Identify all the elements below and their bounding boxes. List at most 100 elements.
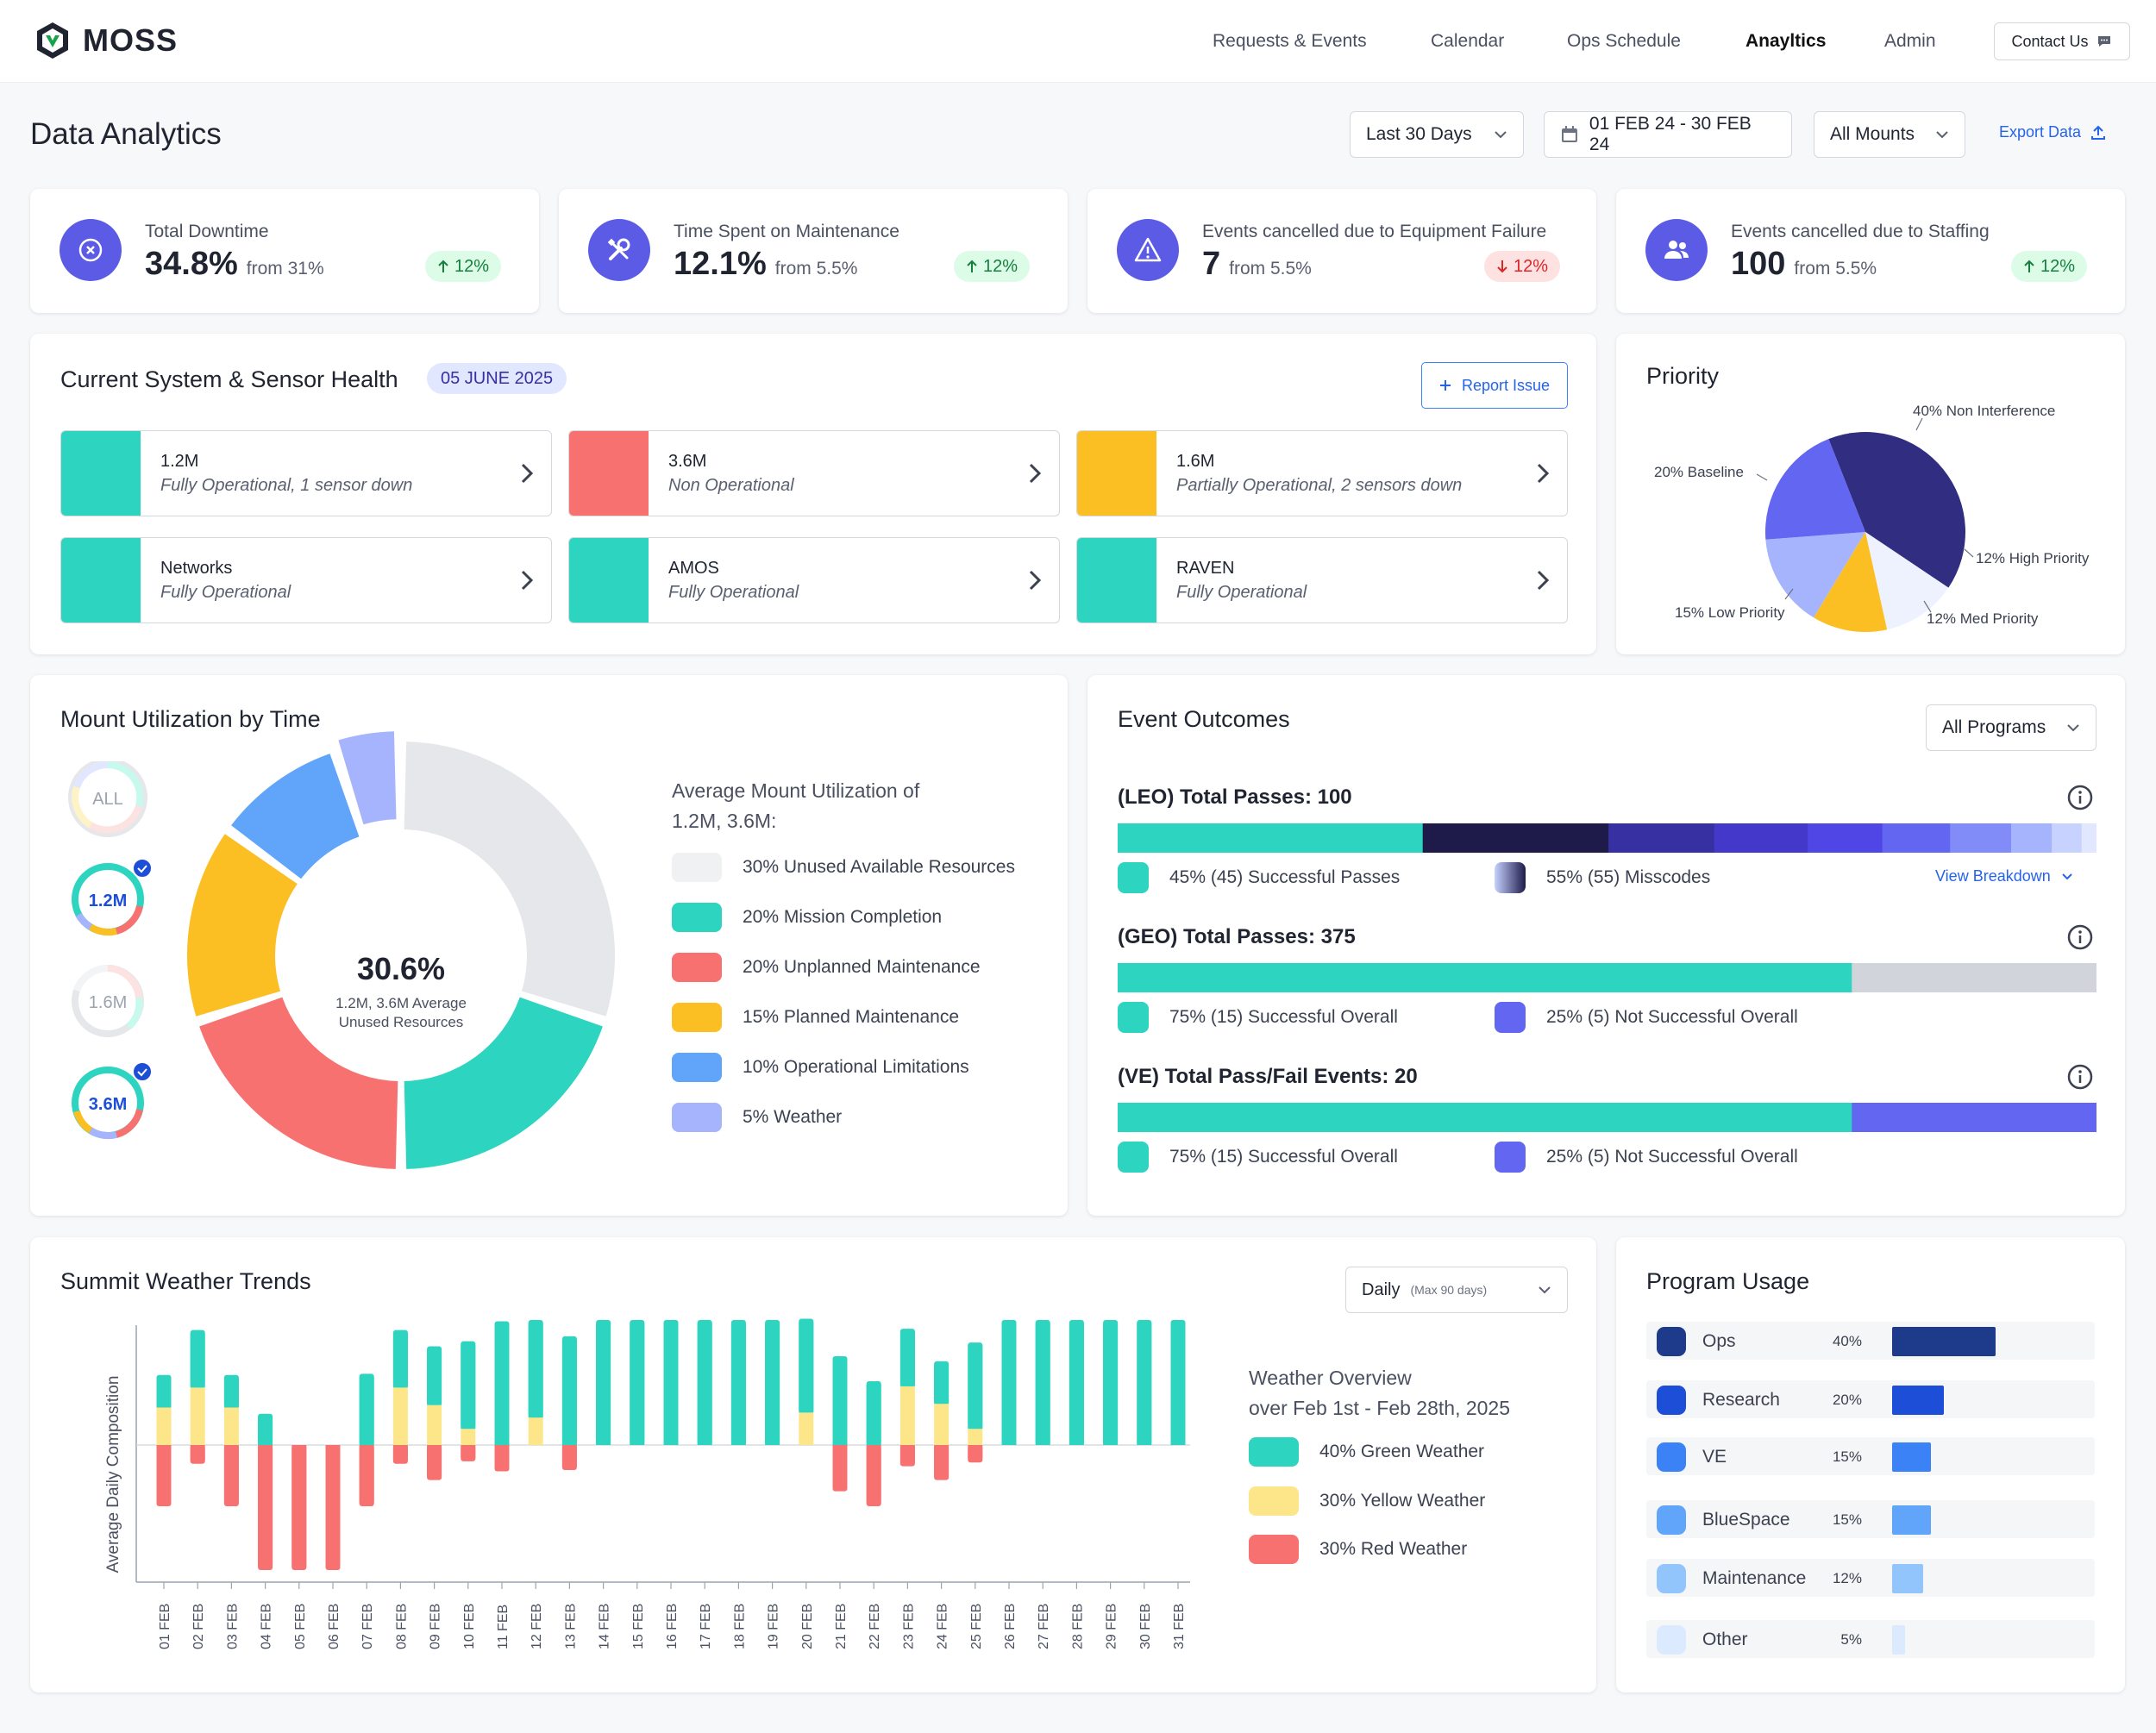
legend-item-not-successful: 25% (5) Not Successful Overall — [1495, 1142, 1798, 1173]
bar-green — [899, 1332, 915, 1386]
view-breakdown-link[interactable]: View Breakdown — [1935, 867, 2073, 885]
bar-green — [258, 1417, 273, 1445]
priority-label-baseline: 20% Baseline — [1654, 464, 1744, 480]
ring-1-6m[interactable]: 1.6M — [72, 965, 144, 1037]
sensor-card-1-6m[interactable]: 1.6M Partially Operational, 2 sensors do… — [1076, 430, 1568, 516]
legend-item-weather: 5% Weather — [672, 1103, 842, 1132]
bar-green — [461, 1344, 476, 1430]
program-usage-row[interactable]: Maintenance 12% — [1646, 1559, 2095, 1597]
program-usage-bar — [1892, 1505, 1931, 1535]
x-tick-label: 01 FEB — [158, 1604, 172, 1649]
mounts-select[interactable]: All Mounts — [1814, 111, 1965, 158]
bar-green — [223, 1378, 239, 1408]
bar-segment — [1118, 1103, 1852, 1132]
program-name: Ops — [1702, 1331, 1736, 1351]
status-swatch — [569, 538, 649, 623]
report-issue-button[interactable]: Report Issue — [1421, 362, 1568, 409]
program-usage-row[interactable]: BlueSpace 15% — [1646, 1500, 2095, 1538]
status-swatch — [61, 538, 141, 623]
x-tick-label: 31 FEB — [1172, 1604, 1187, 1649]
change-value: 12% — [983, 256, 1018, 276]
program-usage-row[interactable]: Other 5% — [1646, 1620, 2095, 1658]
sensor-card-networks[interactable]: Networks Fully Operational — [60, 537, 552, 623]
program-usage-row[interactable]: VE 15% — [1646, 1437, 2095, 1475]
bar-green — [630, 1323, 645, 1445]
check-badge-icon — [132, 1061, 153, 1082]
kpi-card-equipment-failure: Events cancelled due to Equipment Failur… — [1087, 189, 1596, 313]
kpi-value: 12.1% — [674, 246, 767, 282]
sensor-status: Partially Operational, 2 sensors down — [1176, 476, 1463, 495]
pie-slice[interactable] — [1765, 439, 1865, 540]
bar-yellow — [899, 1386, 915, 1445]
info-icon[interactable] — [2066, 923, 2094, 951]
bar-green — [596, 1323, 611, 1445]
ring-1-2m[interactable]: 1.2M — [72, 858, 153, 936]
date-picker-value: 01 FEB 24 - 30 FEB 24 — [1589, 114, 1752, 154]
bar-segment — [1882, 823, 1951, 853]
pie-slice[interactable] — [1865, 532, 1949, 630]
x-tick-label: 16 FEB — [665, 1604, 680, 1649]
legend-item-unplanned: 20% Unplanned Maintenance — [672, 953, 981, 982]
sensor-name: 1.6M — [1176, 452, 1215, 471]
program-usage-row[interactable]: Research 20% — [1646, 1380, 2095, 1418]
nav-analytics[interactable]: Anayltics — [1745, 31, 1827, 51]
sensor-name: 1.2M — [160, 452, 199, 471]
nav-requests-events[interactable]: Requests & Events — [1213, 31, 1367, 51]
donut-center-value: 30.6% — [357, 951, 445, 986]
legend-item-successful-passes: 45% (45) Successful Passes — [1118, 862, 1400, 893]
x-tick-label: 04 FEB — [260, 1604, 274, 1649]
period-value: Daily — [1362, 1279, 1401, 1299]
leo-stacked-bar — [1118, 823, 2096, 853]
legend-title-line: 1.2M, 3.6M: — [672, 810, 777, 832]
page-title: Data Analytics — [30, 117, 222, 151]
event-outcomes-card: Event Outcomes All Programs (LEO) Total … — [1087, 675, 2125, 1216]
date-range-select[interactable]: Last 30 Days — [1350, 111, 1524, 158]
ring-all[interactable]: ALL — [68, 761, 147, 837]
export-data-link[interactable]: Export Data — [1999, 123, 2107, 141]
x-tick-label: 18 FEB — [732, 1604, 747, 1649]
pie-slice[interactable] — [1814, 532, 1888, 632]
donut-segment[interactable] — [187, 834, 298, 1017]
ring-3-6m[interactable]: 3.6M — [72, 1061, 153, 1140]
sensor-card-raven[interactable]: RAVEN Fully Operational — [1076, 537, 1568, 623]
bar-yellow — [968, 1429, 983, 1445]
donut-segment[interactable] — [338, 731, 397, 825]
programs-select[interactable]: All Programs — [1926, 704, 2096, 751]
legend-label: 30% Unused Available Resources — [743, 857, 1015, 877]
nav-calendar[interactable]: Calendar — [1431, 31, 1505, 51]
legend-label: 10% Operational Limitations — [743, 1057, 969, 1077]
pie-slice[interactable] — [1765, 532, 1865, 618]
program-usage-row[interactable]: Ops 40% — [1646, 1322, 2095, 1360]
period-select[interactable]: Daily (Max 90 days) — [1345, 1267, 1568, 1313]
nav-admin[interactable]: Admin — [1884, 31, 1936, 51]
legend-swatch — [1118, 1142, 1149, 1173]
bar-green — [1069, 1323, 1084, 1445]
date-picker[interactable]: 01 FEB 24 - 30 FEB 24 — [1544, 111, 1792, 158]
kpi-label: Total Downtime — [145, 222, 269, 241]
sensor-card-1-2m[interactable]: 1.2M Fully Operational, 1 sensor down — [60, 430, 552, 516]
contact-us-button[interactable]: Contact Us — [1994, 22, 2130, 60]
brand-logo[interactable]: MOSS — [33, 21, 178, 60]
status-swatch — [1077, 431, 1156, 516]
pie-slice[interactable] — [1828, 432, 1965, 588]
donut-segment[interactable] — [404, 741, 615, 1017]
bar-red — [832, 1445, 848, 1488]
nav-ops-schedule[interactable]: Ops Schedule — [1567, 31, 1681, 51]
donut-segment[interactable] — [404, 997, 603, 1169]
bar-green — [561, 1339, 577, 1445]
legend-item-successful-overall: 75% (15) Successful Overall — [1118, 1142, 1398, 1173]
info-icon[interactable] — [2066, 1063, 2094, 1091]
sensor-card-amos[interactable]: AMOS Fully Operational — [568, 537, 1060, 623]
sensor-status: Fully Operational — [1176, 583, 1307, 602]
info-icon[interactable] — [2066, 784, 2094, 811]
sensor-card-3-6m[interactable]: 3.6M Non Operational — [568, 430, 1060, 516]
program-usage-bar — [1892, 1327, 1996, 1356]
donut-segment[interactable] — [199, 997, 398, 1169]
donut-segment[interactable] — [231, 754, 360, 879]
change-badge: 12% — [425, 251, 502, 282]
change-badge: 12% — [2011, 251, 2088, 282]
program-color-dot — [1657, 1505, 1686, 1535]
sensor-status: Fully Operational — [160, 583, 291, 602]
health-date-badge: 05 JUNE 2025 — [427, 363, 567, 394]
bar-green — [663, 1323, 679, 1445]
